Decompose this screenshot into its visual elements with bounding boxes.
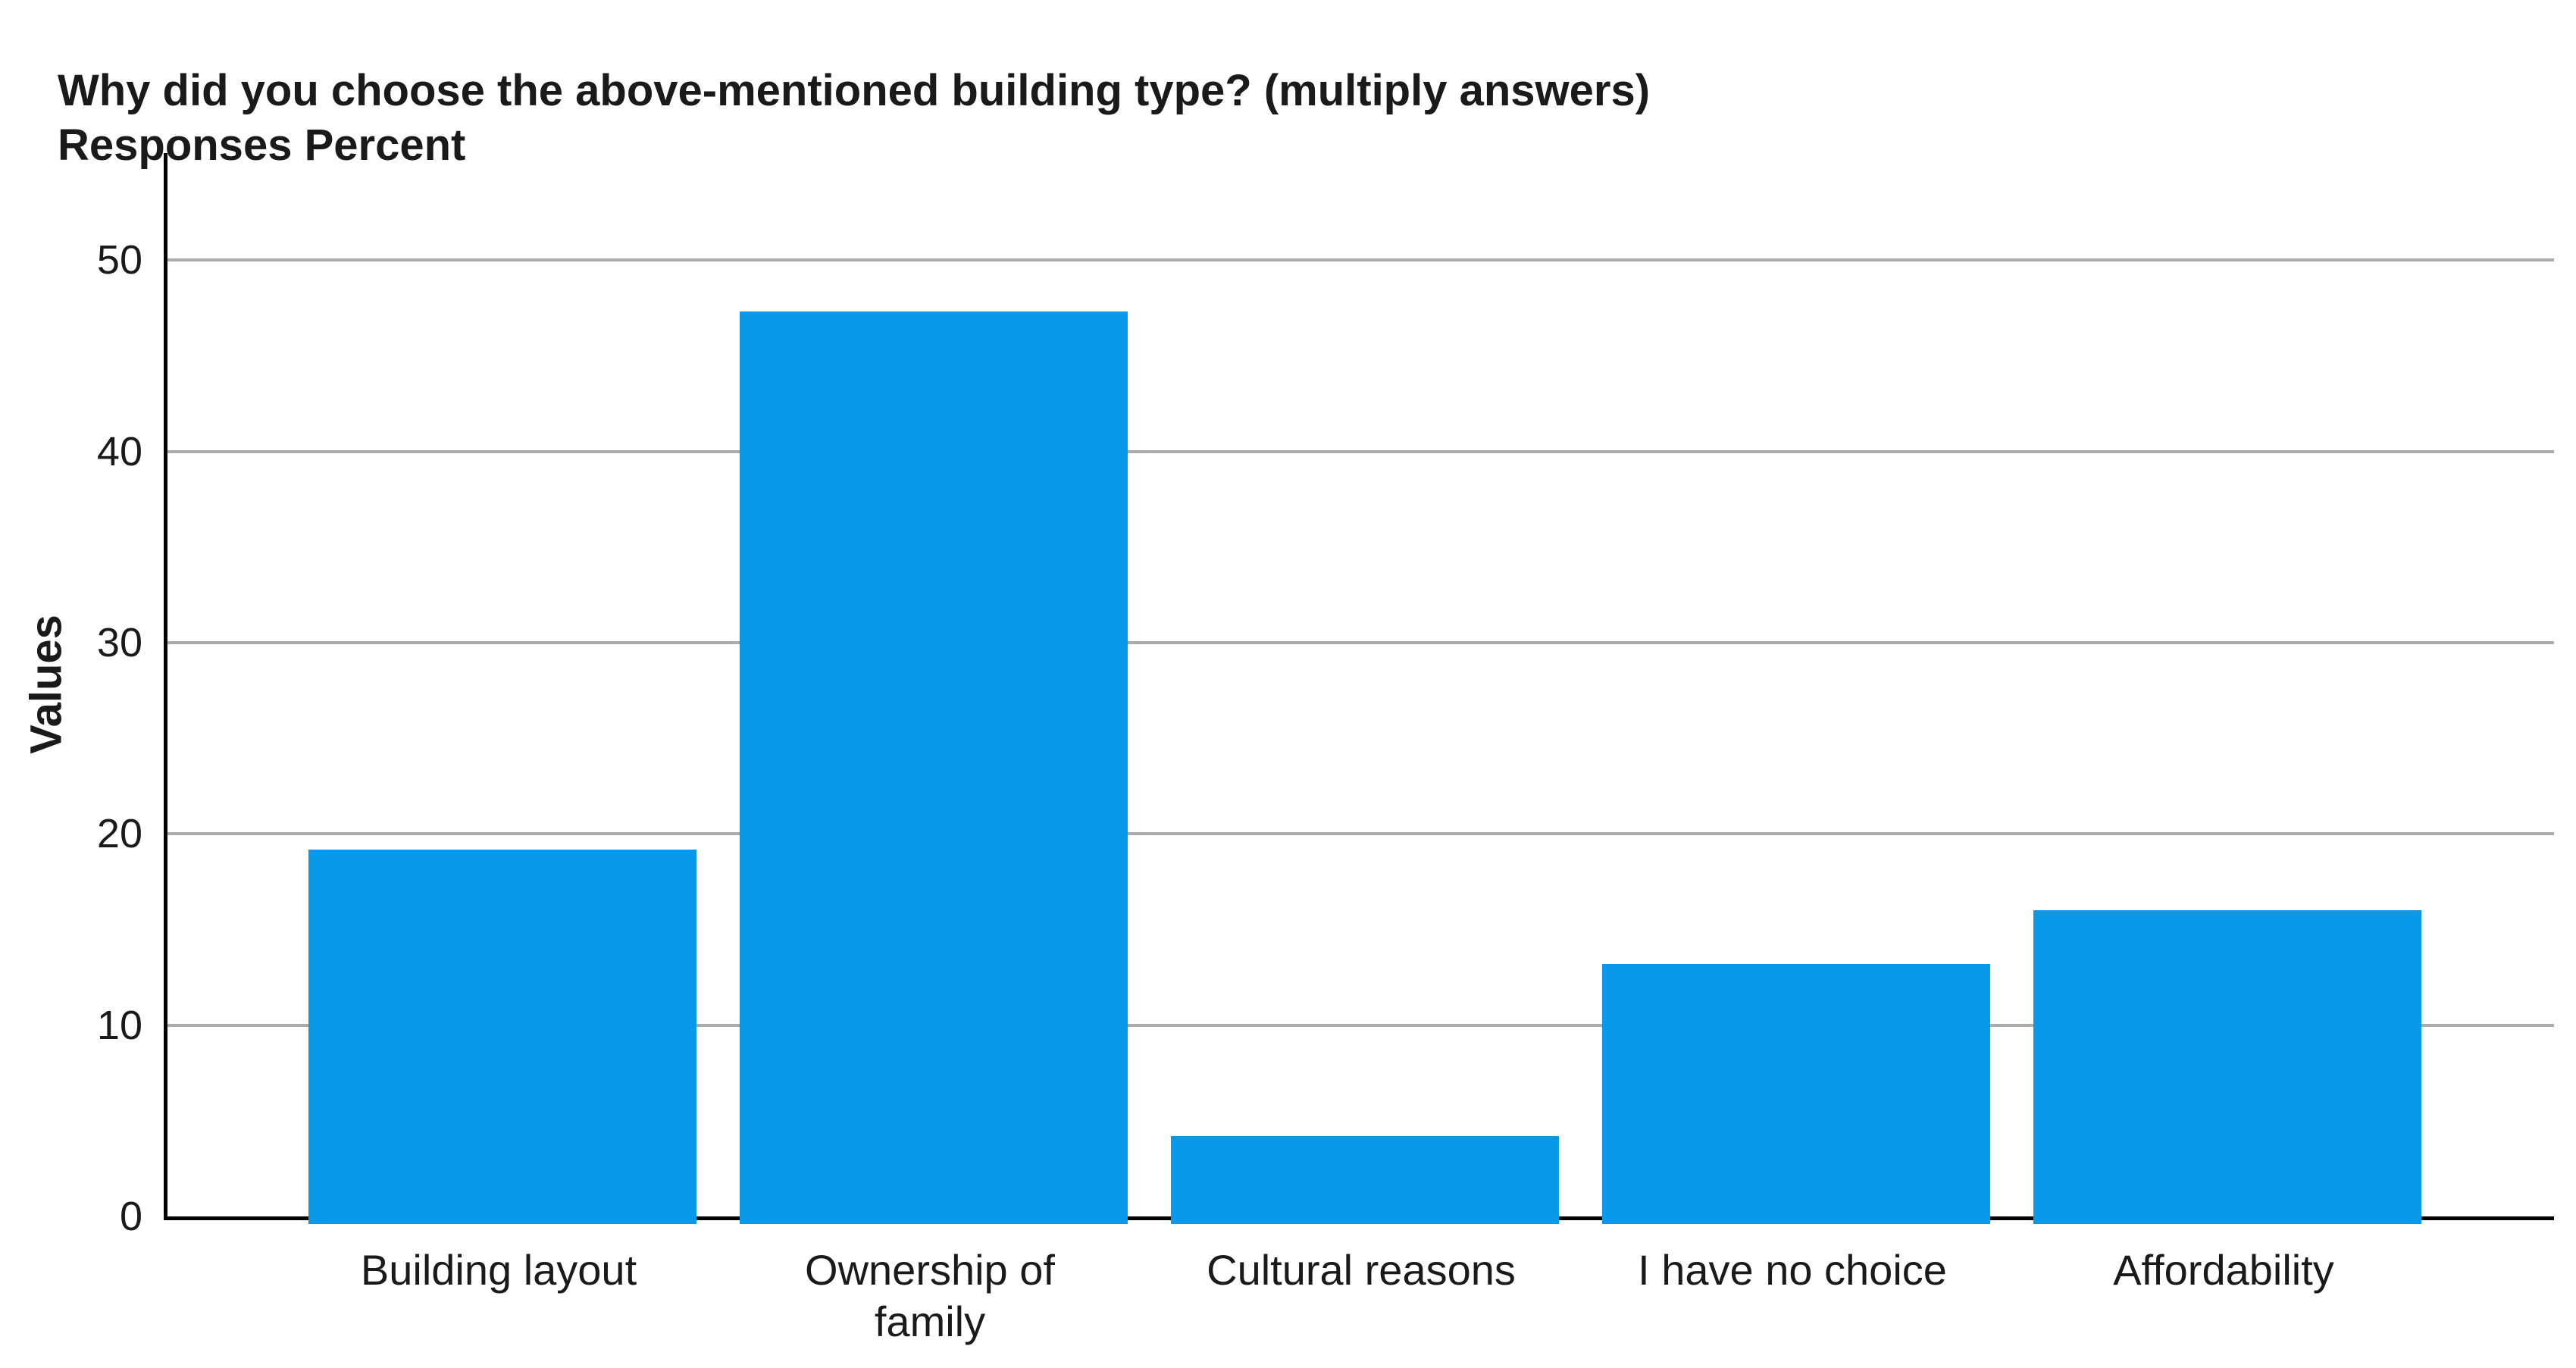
y-tick-label-0: 0 <box>119 1194 142 1239</box>
y-tick-label-10: 10 <box>96 1002 142 1048</box>
x-axis-category-labels: Building layout Ownership of family Cultur… <box>164 1244 2550 1348</box>
gridline-30 <box>167 640 2554 644</box>
chart-title: Why did you choose the above-mentioned b… <box>58 64 1650 173</box>
y-axis-ticks: 0 10 20 30 40 50 <box>23 153 142 1239</box>
chart-title-line2: Responses Percent <box>58 121 466 170</box>
chart-title-line1: Why did you choose the above-mentioned b… <box>58 66 1651 115</box>
x-label-building-layout: Building layout <box>305 1244 693 1348</box>
x-label-text: Affordability <box>2113 1246 2334 1294</box>
bar-building-layout <box>308 849 696 1224</box>
x-label-text: Cultural reasons <box>1207 1246 1516 1294</box>
gridline-50 <box>167 258 2554 262</box>
bar-i-have-no-choice <box>1602 963 1990 1224</box>
bar-affordability <box>2033 910 2421 1224</box>
y-tick-label-40: 40 <box>96 428 142 474</box>
x-label-text: Building layout <box>360 1246 637 1294</box>
y-tick-label-30: 30 <box>96 619 142 665</box>
x-label-text: Ownership of family <box>805 1246 1055 1346</box>
x-label-text: I have no choice <box>1638 1246 1947 1294</box>
bars-row <box>167 153 2554 1224</box>
gridline-10 <box>167 1023 2554 1027</box>
y-tick-label-20: 20 <box>96 811 142 857</box>
bar-ownership-of-family <box>740 311 1128 1224</box>
gridline-20 <box>167 832 2554 836</box>
x-label-i-have-no-choice: I have no choice <box>1598 1244 1986 1348</box>
x-label-ownership-of-family: Ownership of family <box>736 1244 1124 1348</box>
bar-cultural-reasons <box>1171 1136 1559 1224</box>
gridline-40 <box>167 449 2554 453</box>
x-label-affordability: Affordability <box>2030 1244 2418 1348</box>
y-tick-label-50: 50 <box>96 237 142 283</box>
plot-area <box>164 153 2554 1224</box>
x-label-cultural-reasons: Cultural reasons <box>1167 1244 1555 1348</box>
